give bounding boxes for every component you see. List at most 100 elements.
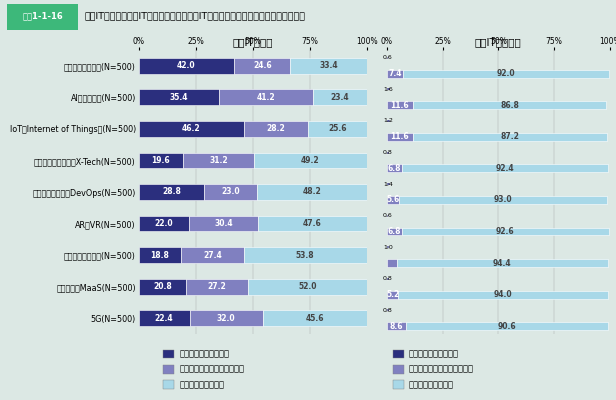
Bar — [244, 121, 308, 137]
Bar — [313, 90, 367, 105]
Text: 92.0: 92.0 — [496, 69, 515, 78]
Text: 47.6: 47.6 — [303, 219, 322, 228]
Text: 93.0: 93.0 — [493, 195, 513, 204]
Text: ある程度習得している: ある程度習得している — [409, 350, 459, 358]
Text: 18.8: 18.8 — [150, 251, 169, 260]
Text: 35.4: 35.4 — [169, 93, 188, 102]
Bar — [387, 183, 390, 185]
Text: 図表1-1-16: 図表1-1-16 — [22, 11, 63, 20]
Bar — [403, 70, 609, 78]
Bar — [402, 228, 609, 235]
Text: 94.4: 94.4 — [493, 258, 512, 268]
Bar — [244, 247, 367, 263]
Text: 28.8: 28.8 — [162, 188, 181, 196]
Bar — [387, 57, 388, 59]
Text: 30.4: 30.4 — [214, 219, 233, 228]
Text: 11.6: 11.6 — [391, 132, 409, 141]
Bar — [139, 247, 182, 263]
Text: 25.6: 25.6 — [328, 124, 347, 133]
Bar — [262, 310, 367, 326]
Bar — [387, 228, 402, 235]
Bar — [387, 246, 389, 248]
Text: 45.6: 45.6 — [306, 314, 324, 323]
Bar — [184, 152, 254, 168]
Text: 5.2: 5.2 — [386, 290, 399, 299]
Text: 33.4: 33.4 — [319, 61, 338, 70]
Text: 6.8: 6.8 — [387, 164, 401, 173]
Text: 24.6: 24.6 — [253, 61, 272, 70]
Text: 20.8: 20.8 — [153, 282, 172, 291]
Text: 32.0: 32.0 — [217, 314, 235, 323]
Text: 92.6: 92.6 — [496, 227, 514, 236]
Text: これから習得する予定である: これから習得する予定である — [409, 365, 474, 374]
Bar — [387, 133, 413, 141]
Bar — [387, 88, 391, 90]
Bar — [399, 196, 607, 204]
Bar — [182, 247, 244, 263]
Text: 8.6: 8.6 — [390, 322, 403, 331]
Text: 27.2: 27.2 — [208, 282, 226, 291]
Bar — [258, 216, 367, 232]
Bar — [406, 322, 608, 330]
Text: 6.8: 6.8 — [387, 227, 401, 236]
Bar — [308, 121, 367, 137]
Bar — [387, 291, 399, 298]
Bar — [387, 101, 413, 109]
Bar — [7, 4, 78, 30]
Text: 87.2: 87.2 — [501, 132, 519, 141]
Text: 22.4: 22.4 — [155, 314, 174, 323]
Bar — [234, 58, 290, 74]
Text: 46.2: 46.2 — [182, 124, 201, 133]
Bar — [205, 184, 257, 200]
Text: 習得する予定はない: 習得する予定はない — [409, 380, 454, 389]
Text: 19.6: 19.6 — [152, 156, 170, 165]
Bar — [387, 259, 397, 267]
Bar — [254, 152, 367, 168]
Text: 先端IT従事者: 先端IT従事者 — [232, 37, 273, 47]
Bar — [186, 279, 248, 294]
Text: 0.8: 0.8 — [383, 276, 392, 281]
Bar — [139, 310, 190, 326]
Bar — [387, 120, 389, 122]
Text: 1.2: 1.2 — [383, 118, 393, 124]
Text: 49.2: 49.2 — [301, 156, 320, 165]
Bar — [413, 101, 606, 109]
Bar — [387, 196, 399, 204]
Bar — [139, 184, 205, 200]
Bar — [139, 152, 184, 168]
Bar — [387, 322, 406, 330]
Bar — [413, 133, 607, 141]
Text: 23.4: 23.4 — [331, 93, 349, 102]
Text: 11.6: 11.6 — [391, 101, 409, 110]
Text: 1.4: 1.4 — [384, 182, 394, 187]
Bar — [402, 164, 608, 172]
Text: 0.6: 0.6 — [383, 213, 392, 218]
Bar — [219, 90, 313, 105]
Text: 94.0: 94.0 — [494, 290, 513, 299]
Text: 41.2: 41.2 — [257, 93, 275, 102]
Bar — [399, 291, 608, 298]
Bar — [139, 279, 186, 294]
Text: 1.6: 1.6 — [384, 87, 394, 92]
Text: 90.6: 90.6 — [498, 322, 516, 331]
Bar — [139, 90, 219, 105]
Bar — [387, 278, 389, 280]
Text: 53.8: 53.8 — [296, 251, 315, 260]
Text: これから習得する予定である: これから習得する予定である — [179, 365, 245, 374]
Text: 27.4: 27.4 — [203, 251, 222, 260]
Bar — [248, 279, 367, 294]
Text: 0.6: 0.6 — [383, 55, 392, 60]
Text: 52.0: 52.0 — [298, 282, 317, 291]
Bar — [387, 152, 389, 154]
Text: 42.0: 42.0 — [177, 61, 196, 70]
Text: 22.0: 22.0 — [155, 219, 173, 228]
Text: 習得する予定はない: 習得する予定はない — [179, 380, 224, 389]
Text: 5.6: 5.6 — [386, 195, 400, 204]
Text: 92.4: 92.4 — [496, 164, 514, 173]
Bar — [139, 121, 244, 137]
Text: 0.8: 0.8 — [383, 308, 392, 313]
Text: 28.2: 28.2 — [267, 124, 285, 133]
Bar — [387, 309, 389, 311]
Text: 23.0: 23.0 — [221, 188, 240, 196]
Text: 31.2: 31.2 — [209, 156, 228, 165]
